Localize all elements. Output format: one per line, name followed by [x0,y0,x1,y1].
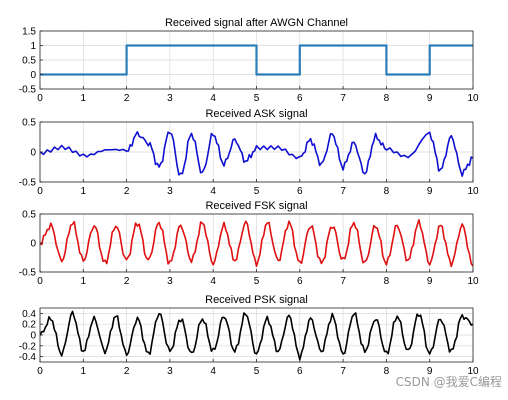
y-tick-label: 0.5 [22,56,36,67]
x-tick-label: 1 [81,366,87,377]
x-tick-label: 5 [254,93,260,104]
y-tick-label: -0.5 [19,85,37,96]
y-tick-label: 0 [30,148,36,159]
x-tick-label: 8 [384,366,390,377]
x-tick-label: 10 [467,93,479,104]
x-tick-label: 6 [297,93,303,104]
x-tick-label: 2 [124,276,130,287]
x-tick-label: 5 [254,186,260,197]
x-tick-label: 3 [167,93,173,104]
x-tick-label: 0 [37,93,43,104]
x-tick-label: 1 [81,276,87,287]
x-tick-label: 5 [254,366,260,377]
x-tick-label: 10 [467,186,479,197]
x-tick-label: 4 [210,186,216,197]
y-tick-label: -0.4 [19,352,37,363]
subplot-title: Received PSK signal [205,294,308,306]
series-line [40,44,473,76]
x-tick-label: 2 [124,93,130,104]
y-tick-label: 0 [30,70,36,81]
x-tick-label: 5 [254,276,260,287]
series-line [40,219,473,268]
x-tick-label: 7 [340,276,346,287]
x-tick-label: 3 [167,366,173,377]
x-tick-label: 10 [467,366,479,377]
y-tick-label: 0 [30,331,36,342]
x-tick-label: 0 [37,186,43,197]
y-tick-label: 1.5 [22,27,36,38]
x-tick-label: 1 [81,93,87,104]
x-tick-label: 6 [297,366,303,377]
y-tick-label: -0.5 [19,178,37,189]
x-tick-label: 7 [340,93,346,104]
y-tick-label: -0.5 [19,268,37,279]
x-tick-label: 2 [124,186,130,197]
x-tick-label: 9 [427,93,433,104]
x-tick-label: 0 [37,276,43,287]
y-tick-label: 0.4 [22,309,36,320]
x-tick-label: 10 [467,276,479,287]
x-tick-label: 4 [210,93,216,104]
x-tick-label: 6 [297,276,303,287]
x-tick-label: 3 [167,276,173,287]
y-tick-label: 0 [30,239,36,250]
y-tick-label: 0.5 [22,118,36,129]
x-tick-label: 4 [210,276,216,287]
watermark-text: CSDN @我爱C编程 [396,374,502,389]
y-tick-label: 1 [30,41,36,52]
x-tick-label: 6 [297,186,303,197]
x-tick-label: 8 [384,186,390,197]
subplot-title: Received ASK signal [205,108,307,120]
x-tick-label: 2 [124,366,130,377]
subplot-title: Received FSK signal [205,200,307,212]
y-tick-label: 0.5 [22,210,36,221]
x-tick-label: 9 [427,276,433,287]
series-line [40,310,473,361]
y-tick-label: 0.2 [22,320,36,331]
x-tick-label: 9 [427,366,433,377]
subplot-title: Received signal after AWGN Channel [165,17,348,29]
x-tick-label: 4 [210,366,216,377]
x-tick-label: 9 [427,186,433,197]
y-tick-label: -0.2 [19,341,37,352]
x-tick-label: 0 [37,366,43,377]
subplot-1: Received signal after AWGN Channel 0 1 2 3 4 5… [19,17,479,104]
series-line [40,131,473,177]
x-tick-label: 3 [167,186,173,197]
x-tick-label: 8 [384,276,390,287]
x-tick-label: 7 [340,186,346,197]
x-tick-label: 7 [340,366,346,377]
x-tick-label: 8 [384,93,390,104]
x-tick-label: 1 [81,186,87,197]
